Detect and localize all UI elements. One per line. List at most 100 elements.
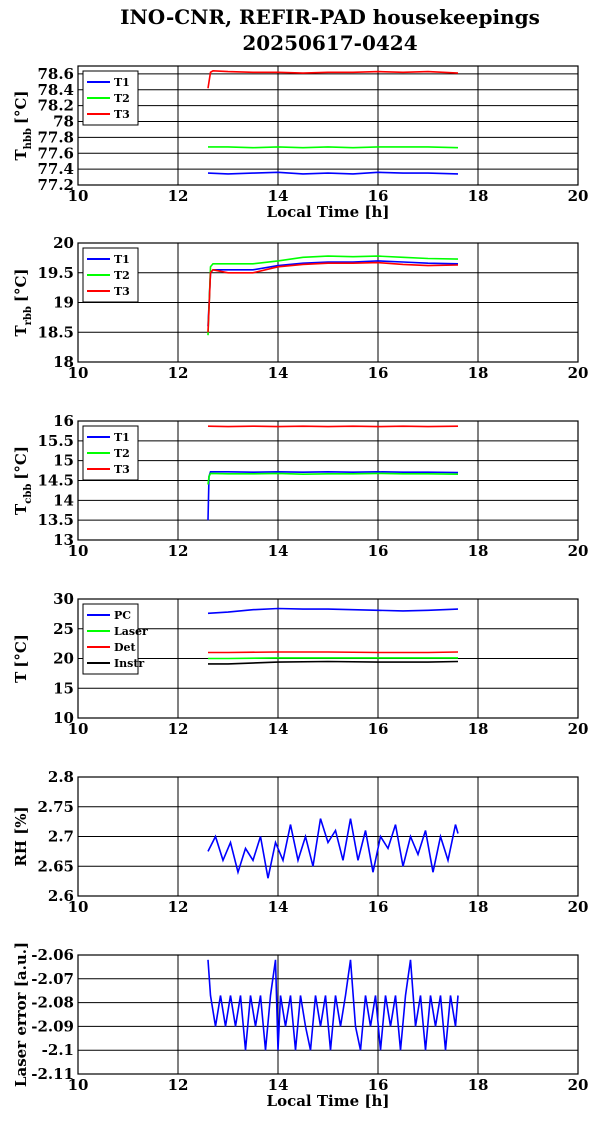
x-tick-label: 10 [68,364,89,382]
legend-label: T1 [114,253,130,266]
legend-label: T1 [114,431,130,444]
y-axis-label: Thbb[°C] [12,90,34,160]
y-axis-label: RH [%] [12,806,30,866]
series-line-t2 [207,255,459,336]
legend-label: T2 [114,269,130,282]
x-tick-label: 20 [568,364,589,382]
x-tick-label: 18 [468,720,489,738]
x-tick-label: 12 [168,1076,189,1094]
x-tick-label: 20 [568,720,589,738]
y-tick-label: 2.75 [37,798,74,816]
series-line-t2 [207,472,459,485]
y-tick-label: 13.5 [37,511,74,529]
x-tick-label: 14 [268,720,289,738]
x-tick-label: 20 [568,187,589,205]
y-tick-label: 14 [53,491,74,509]
x-tick-label: 20 [568,898,589,916]
y-tick-label: 30 [53,590,74,608]
series-line-t2 [208,146,459,149]
y-tick-label: 15.5 [37,432,74,450]
x-tick-label: 18 [468,187,489,205]
y-tick-label: 2.65 [37,857,74,875]
y-tick-label: 2.6 [48,887,74,905]
x-tick-label: 16 [368,187,389,205]
y-tick-label: 2.8 [48,768,74,786]
y-tick-label: 20 [53,234,74,252]
x-tick-label: 18 [468,364,489,382]
x-tick-label: 14 [268,187,289,205]
y-tick-label: -2.08 [31,994,74,1012]
y-tick-label: 20 [53,650,74,668]
x-tick-label: 10 [68,542,89,560]
x-tick-label: 16 [368,1076,389,1094]
y-tick-label: 2.7 [48,828,74,846]
x-tick-label: 20 [568,542,589,560]
y-tick-label: -2.1 [42,1041,74,1059]
series-line-data [207,818,459,879]
x-tick-label: 12 [168,364,189,382]
plot-frame [77,420,579,541]
y-tick-label: -2.06 [31,946,74,964]
x-tick-label: 14 [268,542,289,560]
y-tick-label: 78.2 [37,97,74,115]
y-axis-label: Tcbb[°C] [12,446,34,515]
y-tick-label: 77.8 [37,128,74,146]
x-tick-label: 14 [268,1076,289,1094]
series-line-t1 [207,470,459,521]
legend-label: T2 [114,447,130,460]
plot-frame [77,954,579,1075]
y-axis-label: Laser error [a.u.] [12,942,30,1087]
legend-label: Det [114,641,137,654]
legend-label: Instr [114,657,144,670]
x-tick-label: 16 [368,898,389,916]
legend-label: T1 [114,76,130,89]
y-tick-label: 18 [53,353,74,371]
y-tick-label: 14.5 [37,472,74,490]
plot-frame [77,776,579,897]
x-tick-label: 16 [368,364,389,382]
y-tick-label: 78.4 [37,81,74,99]
x-tick-label: 14 [268,364,289,382]
legend-label: T3 [114,285,130,298]
x-axis-label: Local Time [h] [267,203,390,221]
series-line-t3 [207,69,459,89]
plot-frame [77,598,579,719]
figure-title-line1: INO-CNR, REFIR-PAD housekeepings [120,5,540,29]
y-tick-label: 15 [53,679,74,697]
series-line-t1 [207,171,459,175]
x-tick-label: 12 [168,187,189,205]
legend-label: PC [114,609,131,622]
x-tick-label: 18 [468,542,489,560]
series-line-t1 [207,260,459,327]
series-line-pc [207,607,459,615]
y-tick-label: 77.6 [37,144,74,162]
x-tick-label: 14 [268,898,289,916]
x-tick-label: 18 [468,898,489,916]
y-tick-label: 78.6 [37,65,74,83]
y-tick-label: 10 [53,709,74,727]
y-tick-label: 13 [53,531,74,549]
x-tick-label: 10 [68,187,89,205]
x-tick-label: 18 [468,1076,489,1094]
y-axis-label: T[°C] [12,634,30,683]
y-tick-label: -2.09 [31,1017,74,1035]
x-tick-label: 10 [68,720,89,738]
series-line-t3 [207,261,459,333]
chart-panel-6: -2.11 -2.1 -2.09 -2.08 -2.07 -2.06 10 12 14 16 18 2… [12,942,588,1110]
y-tick-label: 77.4 [37,160,74,178]
series-line-laser [208,657,458,660]
x-tick-label: 12 [168,720,189,738]
y-tick-label: 18.5 [37,323,74,341]
x-tick-label: 10 [68,1076,89,1094]
x-tick-label: 20 [568,1076,589,1094]
y-tick-label: 15 [53,452,74,470]
x-tick-label: 12 [168,542,189,560]
x-axis-label: Local Time [h] [267,1092,390,1110]
legend-label: T3 [114,108,130,121]
y-tick-label: 77.2 [37,176,74,194]
y-tick-label: 19 [53,294,74,312]
chart-panel-4: 10 15 20 25 30 10 12 14 16 18 20 PC Laser Det Instr T[°… [12,590,588,738]
